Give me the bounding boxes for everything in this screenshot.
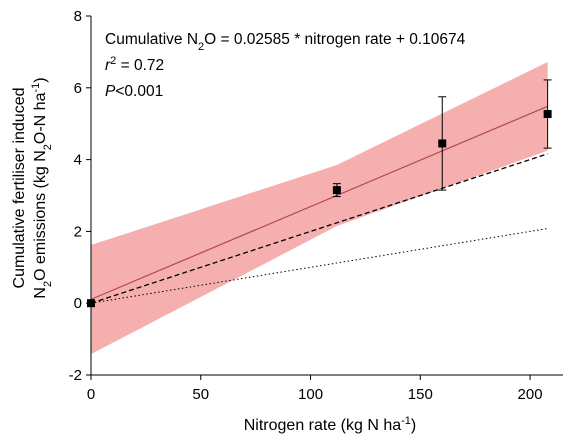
p-value-annotation: P<0.001 [105,83,163,100]
x-tick-label: 200 [518,386,543,403]
x-tick-label: 0 [87,386,95,403]
axes: 0 50 100 150 200 -2 0 2 4 6 8 [69,8,563,403]
y-axis-title: Cumulative fertiliser induced N2O emissi… [11,77,54,298]
y-tick-label: 0 [74,295,82,312]
plot-area [87,61,552,355]
y-tick-label: 4 [74,152,82,169]
y-axis-title-line2: N2O emissions (kg N2O-N ha-1) [30,77,54,298]
y-axis-title-line1: Cumulative fertiliser induced [11,88,28,289]
equation-annotation: Cumulative N2O = 0.02585 * nitrogen rate… [105,31,466,53]
x-axis-title: Nitrogen rate (kg N ha-1) [244,415,417,434]
data-point [543,110,552,119]
data-point [438,139,447,148]
y-tick-label: 2 [74,223,82,240]
dotted-line [90,228,548,304]
dashed-line [90,153,548,304]
r-squared-annotation: r2 = 0.72 [105,55,164,74]
regression-line [90,105,548,300]
x-tick-label: 100 [298,386,323,403]
confidence-band [91,61,548,355]
x-tick-label: 150 [408,386,433,403]
y-tick-label: 6 [74,80,82,97]
y-tick-label: 8 [74,8,82,25]
data-point [332,186,341,195]
y-tick-label: -2 [69,367,82,384]
x-tick-label: 50 [192,386,209,403]
